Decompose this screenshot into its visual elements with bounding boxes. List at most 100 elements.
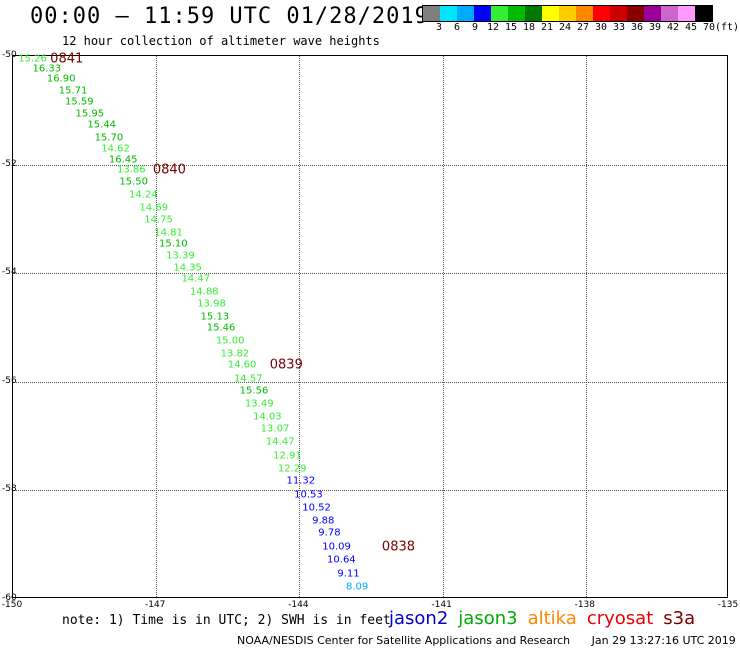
pass-time-label: 0838 — [381, 539, 416, 555]
color-swatch — [491, 6, 508, 21]
wave-height-point: 13.39 — [166, 250, 195, 262]
wave-height-point: 13.86 — [117, 164, 146, 176]
color-swatch — [508, 6, 525, 21]
wave-height-point: 15.10 — [159, 238, 188, 250]
wave-height-point: 15.00 — [215, 335, 245, 347]
color-swatch — [525, 6, 542, 21]
color-swatch — [661, 6, 678, 21]
generated-timestamp: Jan 29 13:27:16 UTC 2019 — [591, 634, 736, 647]
wave-height-point: 15.26 — [18, 53, 47, 65]
wave-height-point: 15.56 — [239, 385, 269, 397]
wave-height-point: 16.90 — [46, 73, 76, 85]
grid-line-horizontal — [13, 273, 727, 275]
color-scale-label: 3 — [435, 22, 443, 33]
color-scale-label: 9 — [471, 22, 479, 33]
y-tick-label: -60 — [2, 593, 17, 603]
color-swatch — [559, 6, 576, 21]
pass-time-label: 0840 — [152, 162, 186, 178]
wave-height-point: 16.45 — [108, 154, 138, 166]
wave-height-point: 15.70 — [94, 132, 124, 144]
wave-height-point: 10.64 — [327, 554, 356, 566]
x-tick-label: -138 — [574, 600, 596, 610]
pass-time-label: 0839 — [269, 357, 303, 373]
wave-height-point: 14.81 — [154, 227, 183, 239]
color-scale-label: (ft) — [714, 22, 740, 33]
wave-height-point: 10.09 — [322, 541, 351, 553]
x-tick-label: -135 — [717, 600, 739, 610]
wave-height-point: 15.71 — [58, 85, 88, 97]
wave-height-point: 15.50 — [119, 176, 149, 188]
wave-height-point: 14.62 — [101, 143, 130, 155]
legend-item-cryosat: cryosat — [586, 608, 654, 629]
color-swatch — [457, 6, 474, 21]
y-tick-label: -52 — [2, 158, 17, 169]
legend-item-jason3: jason3 — [458, 608, 518, 629]
x-tick-label: -141 — [431, 600, 452, 610]
color-swatch — [593, 6, 610, 21]
color-swatch — [644, 6, 661, 21]
wave-height-point: 14.75 — [144, 214, 173, 226]
grid-line-vertical — [156, 56, 158, 597]
color-swatch — [474, 6, 491, 21]
wave-height-point: 10.52 — [302, 502, 331, 514]
wave-height-point: 11.32 — [286, 475, 316, 487]
page-subtitle: 12 hour collection of altimeter wave hei… — [62, 34, 380, 48]
x-tick-label: -144 — [288, 600, 309, 610]
wave-height-point: 9.78 — [318, 527, 341, 539]
wave-height-point: 14.69 — [139, 202, 169, 214]
wave-height-point: 14.88 — [190, 286, 219, 298]
color-scale-label: 18 — [522, 22, 536, 33]
color-scale-label: 33 — [612, 22, 626, 33]
grid-line-horizontal — [13, 164, 727, 166]
color-scale-label: 39 — [648, 22, 662, 33]
legend-item-jason2: jason2 — [389, 608, 449, 629]
units-note: note: 1) Time is in UTC; 2) SWH is in fe… — [62, 613, 391, 628]
color-scale-label: 70 — [702, 22, 716, 33]
wave-height-point: 14.47 — [265, 436, 295, 448]
wave-height-point: 14.57 — [233, 373, 263, 385]
wave-height-point: 16.33 — [32, 63, 62, 75]
color-swatch — [627, 6, 644, 21]
wave-height-point: 14.24 — [128, 189, 158, 201]
y-tick-label: -56 — [2, 375, 17, 386]
wave-height-point: 13.49 — [244, 398, 274, 410]
wave-height-point: 15.46 — [206, 322, 236, 334]
wave-height-point: 15.13 — [200, 311, 230, 323]
color-scale-label: 45 — [684, 22, 698, 33]
color-scale-label: 27 — [576, 22, 590, 33]
color-scale-label: 21 — [540, 22, 554, 33]
color-scale-label: 36 — [630, 22, 644, 33]
wave-height-point: 15.44 — [87, 119, 117, 131]
grid-line-horizontal — [13, 381, 727, 383]
y-tick-label: -50 — [2, 50, 17, 60]
x-tick-label: -147 — [144, 600, 166, 610]
color-swatch — [542, 6, 559, 21]
wave-height-point: 9.88 — [312, 515, 335, 527]
color-swatch — [610, 6, 627, 21]
y-tick-label: -58 — [2, 484, 17, 495]
wave-height-point: 12.91 — [273, 450, 302, 462]
color-scale-label: 42 — [666, 22, 680, 33]
color-swatch — [440, 6, 457, 21]
credit-footer: NOAA/NESDIS Center for Satellite Applica… — [237, 634, 736, 647]
color-scale-label: 15 — [504, 22, 518, 33]
wave-height-point: 14.03 — [253, 411, 282, 423]
grid-line-horizontal — [13, 490, 727, 492]
wave-height-point: 12.29 — [277, 463, 307, 475]
pass-time-label: 0841 — [50, 51, 84, 67]
wave-height-point: 10.53 — [294, 489, 323, 501]
wave-height-point: 14.47 — [181, 273, 211, 285]
wave-height-point: 14.60 — [227, 359, 257, 371]
wave-height-point: 15.59 — [64, 96, 94, 108]
wave-height-point: 9.11 — [337, 568, 360, 580]
wave-height-point: 8.09 — [345, 581, 369, 593]
color-swatch — [423, 6, 440, 21]
color-swatch — [678, 6, 695, 21]
grid-line-vertical — [442, 56, 444, 597]
credit-text: NOAA/NESDIS Center for Satellite Applica… — [237, 634, 571, 647]
color-scale-label: 24 — [558, 22, 572, 33]
color-swatch — [576, 6, 593, 21]
wave-height-point: 15.95 — [75, 108, 105, 120]
y-tick-label: -54 — [2, 267, 17, 278]
wave-height-point: 13.98 — [197, 298, 226, 310]
